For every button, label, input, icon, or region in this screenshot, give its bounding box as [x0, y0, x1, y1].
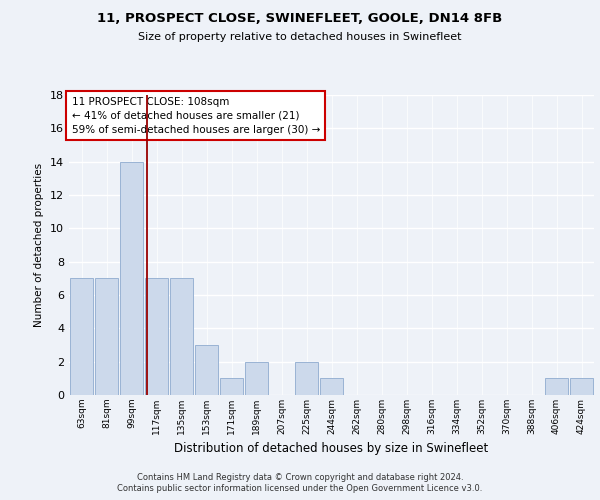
Text: Size of property relative to detached houses in Swinefleet: Size of property relative to detached ho… [138, 32, 462, 42]
Bar [70, 278, 94, 395]
Bar [569, 378, 593, 395]
Bar [145, 278, 169, 395]
Text: Contains HM Land Registry data © Crown copyright and database right 2024.: Contains HM Land Registry data © Crown c… [137, 472, 463, 482]
Y-axis label: Number of detached properties: Number of detached properties [34, 163, 44, 327]
Text: Contains public sector information licensed under the Open Government Licence v3: Contains public sector information licen… [118, 484, 482, 493]
Bar [320, 378, 343, 395]
Bar [170, 278, 193, 395]
Text: 11, PROSPECT CLOSE, SWINEFLEET, GOOLE, DN14 8FB: 11, PROSPECT CLOSE, SWINEFLEET, GOOLE, D… [97, 12, 503, 26]
Text: 11 PROSPECT CLOSE: 108sqm
← 41% of detached houses are smaller (21)
59% of semi-: 11 PROSPECT CLOSE: 108sqm ← 41% of detac… [71, 96, 320, 134]
Bar [95, 278, 118, 395]
Bar [119, 162, 143, 395]
Bar [220, 378, 244, 395]
Bar [194, 345, 218, 395]
Bar [295, 362, 319, 395]
Bar [545, 378, 568, 395]
X-axis label: Distribution of detached houses by size in Swinefleet: Distribution of detached houses by size … [175, 442, 488, 456]
Bar [245, 362, 268, 395]
